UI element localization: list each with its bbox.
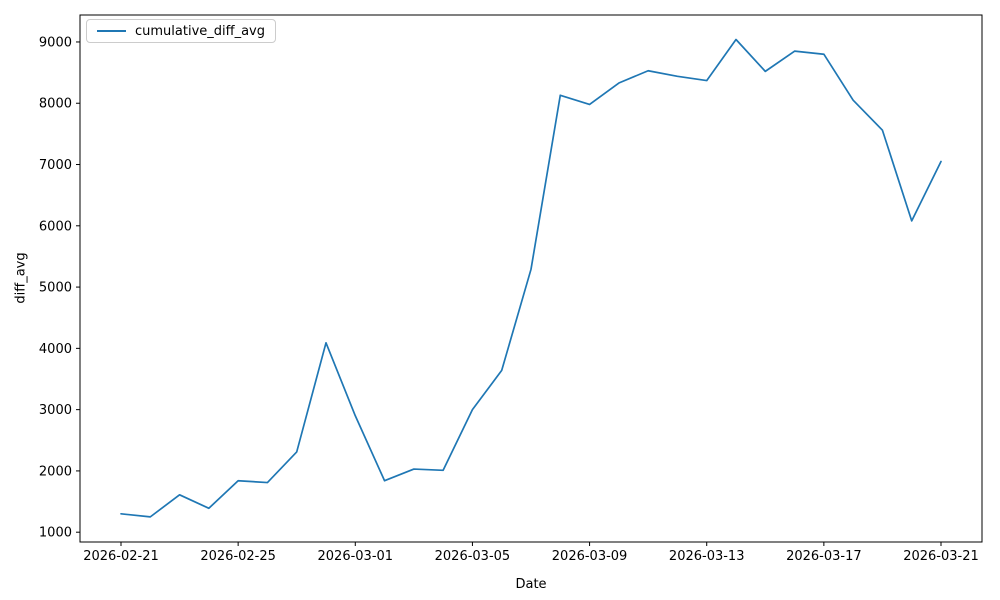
y-tick-label: 4000 — [39, 342, 72, 357]
y-axis-title: diff_avg — [13, 252, 29, 304]
y-tick-label: 3000 — [39, 403, 72, 418]
legend: cumulative_diff_avg — [86, 19, 276, 43]
x-tick-label: 2026-03-13 — [669, 549, 745, 564]
y-tick-label: 7000 — [39, 158, 72, 173]
x-tick-label: 2026-03-17 — [786, 549, 862, 564]
y-tick-label: 2000 — [39, 464, 72, 479]
y-tick-label: 6000 — [39, 219, 72, 234]
x-tick-label: 2026-03-05 — [435, 549, 511, 564]
plot-frame — [79, 14, 983, 543]
y-tick-label: 5000 — [39, 281, 72, 296]
x-tick-label: 2026-03-01 — [318, 549, 394, 564]
legend-line-swatch — [97, 30, 126, 32]
y-tick-label: 9000 — [39, 35, 72, 50]
x-tick-label: 2026-03-21 — [903, 549, 979, 564]
x-tick-label: 2026-02-25 — [200, 549, 276, 564]
x-tick-label: 2026-03-09 — [552, 549, 628, 564]
y-tick-label: 8000 — [39, 97, 72, 112]
x-tick-label: 2026-02-21 — [83, 549, 159, 564]
data-line-cumulative_diff_avg — [120, 38, 942, 518]
x-axis-title: Date — [515, 577, 547, 592]
legend-label: cumulative_diff_avg — [135, 23, 265, 39]
y-tick-label: 1000 — [39, 526, 72, 541]
